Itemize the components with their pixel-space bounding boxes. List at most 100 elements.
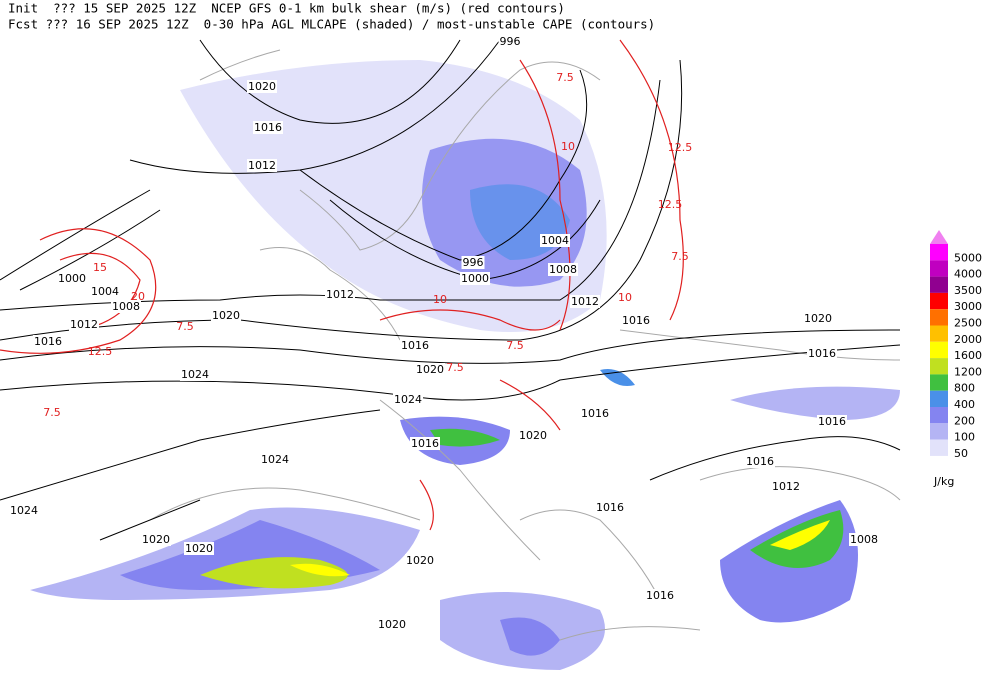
legend-label: 2000 (954, 333, 982, 346)
legend-swatch (930, 358, 948, 375)
isobar-label: 1020 (416, 363, 444, 376)
isobar-label: 1020 (804, 312, 832, 325)
legend: 5000 4000 3500 3000 2500 2000 1600 1200 800 400 20… (930, 230, 982, 488)
shear-label: 10 (433, 293, 447, 306)
shear-contours (0, 39, 684, 531)
isobar-label: 1016 (411, 437, 439, 450)
legend-label: 1200 (954, 365, 982, 378)
shear-label: 12.5 (658, 198, 683, 211)
isobar-label: 1012 (326, 288, 354, 301)
legend-label: 50 (954, 447, 968, 460)
shear-label: 20 (131, 290, 145, 303)
label-box (570, 295, 600, 308)
label-box (410, 437, 440, 450)
legend-label: 3500 (954, 284, 982, 297)
legend-unit: J/kg (933, 475, 954, 488)
shear-label: 10 (618, 291, 632, 304)
isobar-label: 1020 (406, 554, 434, 567)
shear-label: 12.5 (88, 345, 113, 358)
legend-swatch (930, 374, 948, 391)
isobar-label: 1016 (746, 455, 774, 468)
label-box (595, 501, 625, 514)
label-box (849, 533, 879, 546)
label-box (771, 480, 801, 493)
isobar-label: 1016 (401, 339, 429, 352)
shear-label: 7.5 (43, 406, 61, 419)
legend-arrow (930, 230, 948, 244)
isobar-label: 1020 (248, 80, 276, 93)
label-box (415, 363, 445, 376)
shear-label: 7.5 (446, 361, 464, 374)
legend-label: 100 (954, 431, 975, 444)
label-box (90, 285, 120, 298)
isobar-label: 996 (463, 256, 484, 269)
isobar-label: 1020 (212, 309, 240, 322)
legend-label: 2500 (954, 317, 982, 330)
label-box (253, 121, 283, 134)
label-box (461, 256, 485, 269)
label-box (393, 393, 423, 406)
isobar-label: 1024 (261, 453, 289, 466)
isobar-label: 1012 (70, 318, 98, 331)
label-box (69, 318, 99, 331)
label-box (405, 554, 435, 567)
label-box (540, 234, 570, 247)
isobar-label: 1016 (622, 314, 650, 327)
legend-swatch (930, 423, 948, 440)
legend-swatch (930, 292, 948, 310)
isobar-label: 1016 (254, 121, 282, 134)
isobar-label: 1012 (248, 159, 276, 172)
label-box (9, 504, 39, 517)
label-box (180, 368, 210, 381)
label-box (745, 455, 775, 468)
shear-label: 12.5 (668, 141, 693, 154)
isobar-label: 1016 (808, 347, 836, 360)
legend-swatch (930, 439, 948, 456)
label-box (548, 263, 578, 276)
isobar-label: 1020 (519, 429, 547, 442)
isobar-label: 1016 (34, 335, 62, 348)
label-box (141, 533, 171, 546)
isobar-label: 1020 (185, 542, 213, 555)
isobar-label: 1008 (850, 533, 878, 546)
shear-label: 7.5 (556, 71, 574, 84)
legend-swatch (930, 276, 948, 293)
isobar-label: 1000 (58, 272, 86, 285)
legend-label: 4000 (954, 268, 982, 281)
legend-label: 800 (954, 382, 975, 395)
label-box (400, 339, 430, 352)
label-box (247, 159, 277, 172)
label-box (111, 300, 141, 313)
isobar-label: 1020 (142, 533, 170, 546)
isobar-label: 1008 (112, 300, 140, 313)
isobars (0, 39, 901, 541)
isobar-label: 1004 (541, 234, 569, 247)
legend-label: 3000 (954, 300, 982, 313)
legend-swatch (930, 244, 948, 261)
label-box (803, 312, 833, 325)
isobar-label: 1020 (378, 618, 406, 631)
legend-label: 5000 (954, 251, 982, 264)
isobar-label: 1012 (571, 295, 599, 308)
label-box (580, 407, 610, 420)
label-box (621, 314, 651, 327)
label-box (807, 347, 837, 360)
label-box (247, 80, 277, 93)
legend-swatch (930, 341, 948, 359)
isobar-label: 1016 (596, 501, 624, 514)
label-box (325, 288, 355, 301)
contour-labels: 9961020101610121004996100010081000100410… (9, 35, 879, 631)
label-box (57, 272, 87, 285)
isobar-label: 1016 (646, 589, 674, 602)
legend-swatch (930, 407, 948, 424)
isobar-label: 1000 (461, 272, 489, 285)
label-box (260, 453, 290, 466)
isobar-label: 1004 (91, 285, 119, 298)
label-box (211, 309, 241, 322)
isobar-label: 1016 (818, 415, 846, 428)
shear-label: 10 (561, 140, 575, 153)
isobar-label: 1008 (549, 263, 577, 276)
label-box (498, 35, 522, 48)
legend-label: 200 (954, 414, 975, 427)
